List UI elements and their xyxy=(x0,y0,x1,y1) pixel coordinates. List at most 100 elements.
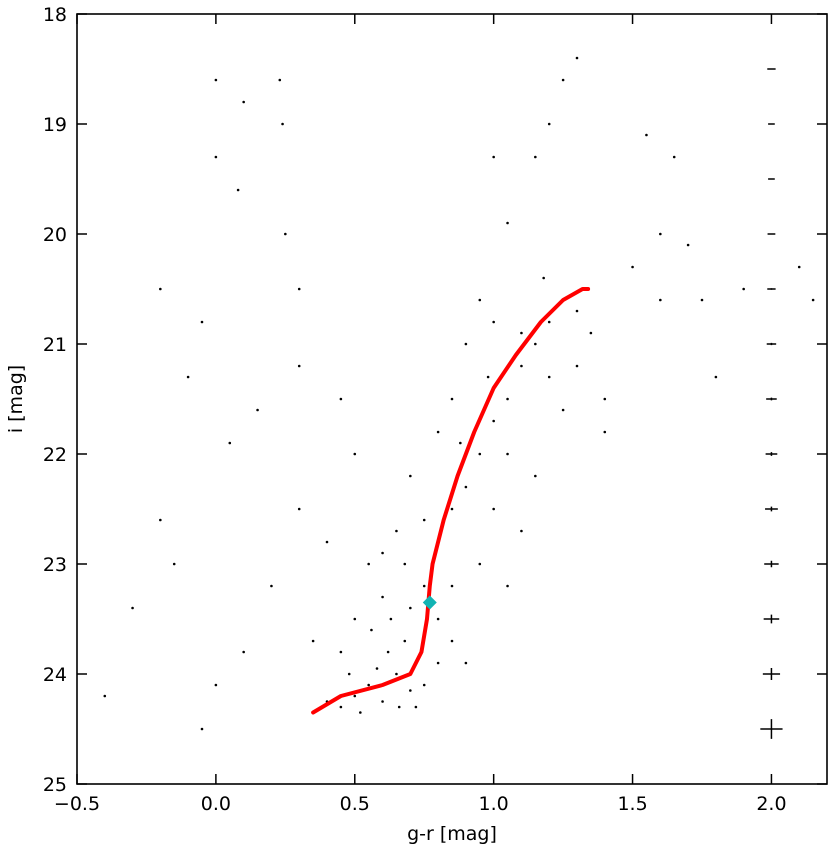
point xyxy=(486,375,490,379)
point xyxy=(659,232,662,236)
point xyxy=(464,661,468,665)
point xyxy=(370,628,373,632)
point xyxy=(659,298,662,302)
point xyxy=(436,617,440,621)
point xyxy=(714,375,718,379)
error-bar xyxy=(768,178,775,180)
point xyxy=(506,584,509,588)
point xyxy=(359,711,362,714)
x-tick-label: −0.5 xyxy=(54,793,100,815)
point xyxy=(214,78,218,82)
y-axis-label: i [mag] xyxy=(5,365,27,433)
point xyxy=(450,639,454,643)
y-tick-label: 20 xyxy=(43,224,67,246)
error-bar xyxy=(767,233,776,235)
error-bar xyxy=(766,397,777,401)
point xyxy=(325,540,329,544)
y-tick-label: 25 xyxy=(43,774,67,796)
point xyxy=(492,320,495,324)
error-bar xyxy=(766,342,777,346)
point xyxy=(200,727,204,731)
point xyxy=(339,705,343,709)
point xyxy=(347,672,351,676)
x-tick-label: 1.5 xyxy=(617,793,647,815)
point xyxy=(242,650,245,654)
x-tick-label: 1.0 xyxy=(479,793,509,815)
point xyxy=(811,298,815,302)
point xyxy=(575,56,579,60)
error-bar xyxy=(767,288,776,290)
point xyxy=(422,518,426,522)
point xyxy=(547,375,551,379)
point xyxy=(534,342,537,346)
point xyxy=(339,650,343,654)
point xyxy=(103,694,107,698)
x-tick-label: 0.5 xyxy=(340,793,370,815)
point xyxy=(547,122,551,126)
point xyxy=(270,584,273,588)
point xyxy=(389,617,393,621)
point xyxy=(281,122,284,126)
point xyxy=(395,672,398,676)
point xyxy=(547,320,551,324)
point xyxy=(256,408,259,412)
point xyxy=(386,650,390,654)
error-bar xyxy=(768,123,775,125)
point xyxy=(353,694,357,698)
point xyxy=(700,298,704,302)
point xyxy=(375,667,379,670)
point xyxy=(131,606,134,610)
point xyxy=(159,287,162,291)
point xyxy=(542,276,545,280)
point xyxy=(339,397,343,401)
point xyxy=(450,584,454,588)
point xyxy=(436,661,440,665)
point xyxy=(478,298,482,302)
point xyxy=(520,331,523,335)
point xyxy=(459,441,462,445)
error-bar xyxy=(760,719,783,739)
point xyxy=(575,309,579,313)
point xyxy=(409,474,412,478)
point xyxy=(409,689,412,692)
error-bar xyxy=(765,506,778,512)
point xyxy=(242,100,245,104)
marker xyxy=(422,595,437,610)
point xyxy=(561,78,565,82)
point xyxy=(159,518,162,522)
point xyxy=(414,705,418,709)
point xyxy=(520,529,523,533)
point xyxy=(478,452,482,456)
error-bar xyxy=(763,614,780,624)
point xyxy=(284,232,287,236)
point xyxy=(478,562,482,566)
point xyxy=(311,639,315,643)
point xyxy=(492,419,495,423)
point xyxy=(631,265,634,269)
point xyxy=(422,584,426,588)
point xyxy=(603,430,607,434)
point xyxy=(200,320,204,324)
point xyxy=(561,408,565,412)
point xyxy=(403,639,407,643)
point xyxy=(464,342,468,346)
y-tick-label: 22 xyxy=(43,444,67,466)
point xyxy=(603,397,607,401)
y-tick-label: 23 xyxy=(43,554,67,576)
point xyxy=(464,485,468,489)
y-tick-label: 18 xyxy=(43,4,67,26)
point xyxy=(506,397,509,401)
point xyxy=(236,188,240,192)
point xyxy=(395,529,398,533)
point xyxy=(278,78,282,82)
point xyxy=(381,595,384,599)
point xyxy=(214,155,218,159)
point xyxy=(422,683,426,687)
point xyxy=(297,507,301,511)
point xyxy=(534,155,537,159)
point xyxy=(353,617,357,621)
point xyxy=(506,452,509,456)
x-axis-label: g-r [mag] xyxy=(407,823,497,845)
error-bar xyxy=(765,452,778,456)
